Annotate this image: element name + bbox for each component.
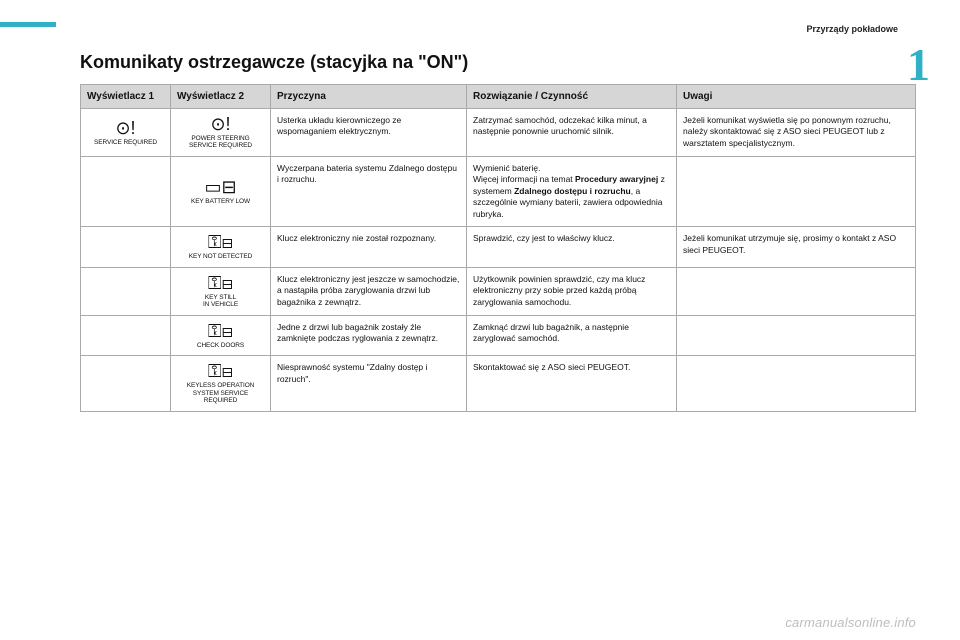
icon-caption: SERVICE REQUIRED	[83, 139, 168, 146]
warnings-table: Wyświetlacz 1 Wyświetlacz 2 Przyczyna Ro…	[80, 84, 916, 412]
display2-cell: ⚿⊟ KEYLESS OPERATIONSYSTEM SERVICEREQUIRE…	[171, 356, 271, 411]
section-label: Przyrządy pokładowe	[806, 24, 898, 34]
action-cell: Sprawdzić, czy jest to właściwy klucz.	[467, 227, 677, 267]
action-cell: Skontaktować się z ASO sieci PEUGEOT.	[467, 356, 677, 411]
notes-cell	[677, 267, 916, 315]
table-row: ⚿⊟ KEY NOT DETECTEDKlucz elektroniczny ni…	[81, 227, 916, 267]
icon-caption: KEY STILLIN VEHICLE	[173, 294, 268, 309]
action-cell: Użytkownik powinien sprawdzić, czy ma kl…	[467, 267, 677, 315]
notes-cell	[677, 356, 916, 411]
cause-cell: Klucz elektroniczny jest jeszcze w samoc…	[271, 267, 467, 315]
warning-icon: ⚿⊟	[173, 274, 268, 292]
cause-cell: Usterka układu kierowniczego ze wspomaga…	[271, 109, 467, 157]
display2-cell: ▭⊟ KEY BATTERY LOW	[171, 156, 271, 226]
col-disp2: Wyświetlacz 2	[171, 85, 271, 109]
display1-cell	[81, 267, 171, 315]
table-row: ⚿⊟ CHECK DOORSJedne z drzwi lub bagażnik …	[81, 315, 916, 355]
warnings-table-wrap: Wyświetlacz 1 Wyświetlacz 2 Przyczyna Ro…	[80, 84, 916, 412]
col-disp1: Wyświetlacz 1	[81, 85, 171, 109]
icon-caption: CHECK DOORS	[173, 342, 268, 349]
action-cell: Zatrzymać samochód, odczekać kilka minut…	[467, 109, 677, 157]
accent-bar	[0, 22, 56, 27]
cause-cell: Jedne z drzwi lub bagażnik zostały źle z…	[271, 315, 467, 355]
warning-icon: ⚿⊟	[173, 233, 268, 251]
table-row: ▭⊟ KEY BATTERY LOWWyczerpana bateria syst…	[81, 156, 916, 226]
manual-page: Przyrządy pokładowe 1 Komunikaty ostrzeg…	[0, 0, 960, 640]
footer-watermark: carmanualsonline.info	[785, 615, 916, 630]
icon-caption: KEY NOT DETECTED	[173, 253, 268, 260]
warning-icon: ⊙!	[173, 115, 268, 133]
notes-cell: Jeżeli komunikat wyświetla się po ponown…	[677, 109, 916, 157]
display1-cell	[81, 315, 171, 355]
table-row: ⊙! SERVICE REQUIRED ⊙! POWER STEERINGSERVIC…	[81, 109, 916, 157]
action-cell: Wymienić baterię.Więcej informacji na te…	[467, 156, 677, 226]
notes-cell	[677, 315, 916, 355]
col-action: Rozwiązanie / Czynność	[467, 85, 677, 109]
page-title: Komunikaty ostrzegawcze (stacyjka na "ON…	[80, 52, 468, 73]
display1-cell: ⊙! SERVICE REQUIRED	[81, 109, 171, 157]
table-row: ⚿⊟ KEY STILLIN VEHICLEKlucz elektroniczny…	[81, 267, 916, 315]
icon-caption: POWER STEERINGSERVICE REQUIRED	[173, 135, 268, 150]
icon-caption: KEY BATTERY LOW	[173, 198, 268, 205]
warning-icon: ⚿⊟	[173, 362, 268, 380]
warning-icon: ▭⊟	[173, 178, 268, 196]
display2-cell: ⚿⊟ CHECK DOORS	[171, 315, 271, 355]
action-cell: Zamknąć drzwi lub bagażnik, a następnie …	[467, 315, 677, 355]
table-header-row: Wyświetlacz 1 Wyświetlacz 2 Przyczyna Ro…	[81, 85, 916, 109]
display1-cell	[81, 156, 171, 226]
cause-cell: Wyczerpana bateria systemu Zdalnego dost…	[271, 156, 467, 226]
notes-cell: Jeżeli komunikat utrzymuje się, prosimy …	[677, 227, 916, 267]
col-cause: Przyczyna	[271, 85, 467, 109]
display1-cell	[81, 227, 171, 267]
display2-cell: ⚿⊟ KEY STILLIN VEHICLE	[171, 267, 271, 315]
warning-icon: ⚿⊟	[173, 322, 268, 340]
notes-cell	[677, 156, 916, 226]
cause-cell: Klucz elektroniczny nie został rozpoznan…	[271, 227, 467, 267]
icon-caption: KEYLESS OPERATIONSYSTEM SERVICEREQUIRED	[173, 382, 268, 404]
table-row: ⚿⊟ KEYLESS OPERATIONSYSTEM SERVICEREQUIRE…	[81, 356, 916, 411]
display2-cell: ⚿⊟ KEY NOT DETECTED	[171, 227, 271, 267]
display1-cell	[81, 356, 171, 411]
col-notes: Uwagi	[677, 85, 916, 109]
cause-cell: Niesprawność systemu "Zdalny dostęp i ro…	[271, 356, 467, 411]
display2-cell: ⊙! POWER STEERINGSERVICE REQUIRED	[171, 109, 271, 157]
warning-icon: ⊙!	[83, 119, 168, 137]
table-body: ⊙! SERVICE REQUIRED ⊙! POWER STEERINGSERVIC…	[81, 109, 916, 412]
